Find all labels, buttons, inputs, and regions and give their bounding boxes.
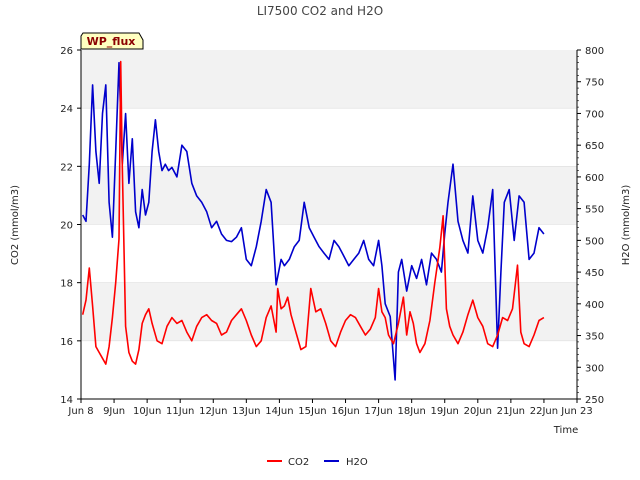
x-tick-label: 9Jun [103,406,125,417]
y-right-tick-label: 550 [585,205,604,216]
x-tick-label: Jun 8 [67,406,93,417]
grid-bands [81,50,577,400]
y-right-tick-label: 700 [585,109,604,120]
y-left-tick-label: 14 [60,395,73,406]
series-lines [81,60,545,381]
y-axis-right: 250 300 350 400 450 500 550 600 650 700 750 800 [576,46,604,406]
y-left-tick-label: 20 [60,221,73,232]
y-left-tick-label: 26 [60,46,73,57]
site-badge: WP_flux [80,32,144,50]
y-axis-left-title: CO2 (mmol/m3) [10,185,21,265]
x-tick-label: 12Jun [199,406,227,417]
x-tick-label: 16Jun [331,406,359,417]
y-right-tick-label: 600 [585,173,604,184]
grid-band [81,282,577,341]
x-tick-label: 22Jun [530,406,558,417]
x-tick-label: Jun 23 [560,406,593,417]
grid-band [81,166,577,225]
x-tick-label: 20Jun [464,406,492,417]
x-axis-title: Time [553,425,578,436]
x-tick-label: 19Jun [431,406,459,417]
x-tick-label: 13Jun [232,406,260,417]
x-tick-label: 10Jun [133,406,161,417]
series-line-co2 [81,60,545,365]
x-tick-label: 11Jun [166,406,194,417]
site-badge-box [80,32,144,50]
y-left-tick-label: 24 [60,104,73,115]
chart-title: LI7500 CO2 and H2O [257,4,383,18]
y-right-tick-label: 300 [585,363,604,374]
series-line-h2o [81,61,545,381]
y-right-tick-label: 350 [585,332,604,343]
y-right-tick-label: 800 [585,46,604,57]
y-left-tick-label: 18 [60,279,73,290]
x-tick-label: 14Jun [265,406,293,417]
x-tick-label: 21Jun [497,406,525,417]
x-tick-label: 15Jun [298,406,326,417]
legend-label-co2: CO2 [288,457,309,468]
y-axis-left: 14 16 18 20 22 24 26 [60,46,82,406]
legend: CO2 H2O [267,457,368,468]
y-right-tick-label: 400 [585,300,604,311]
y-right-tick-label: 650 [585,141,604,152]
y-right-tick-label: 250 [585,395,604,406]
x-tick-label: 17Jun [364,406,392,417]
y-right-tick-label: 500 [585,236,604,247]
x-tick-label: 18Jun [397,406,425,417]
legend-label-h2o: H2O [346,457,368,468]
plot-area [81,50,577,400]
y-axis-right-title: H2O (mmol/m3) [621,185,632,266]
y-left-tick-label: 16 [60,337,73,348]
y-left-tick-label: 22 [60,162,73,173]
y-right-tick-label: 750 [585,78,604,89]
x-axis: Jun 8 9Jun 10Jun 11Jun 12Jun 13Jun 14Jun 15Jun 1… [67,398,593,417]
grid-band [81,50,577,109]
y-right-tick-label: 450 [585,268,604,279]
site-badge-label: WP_flux [87,35,136,48]
